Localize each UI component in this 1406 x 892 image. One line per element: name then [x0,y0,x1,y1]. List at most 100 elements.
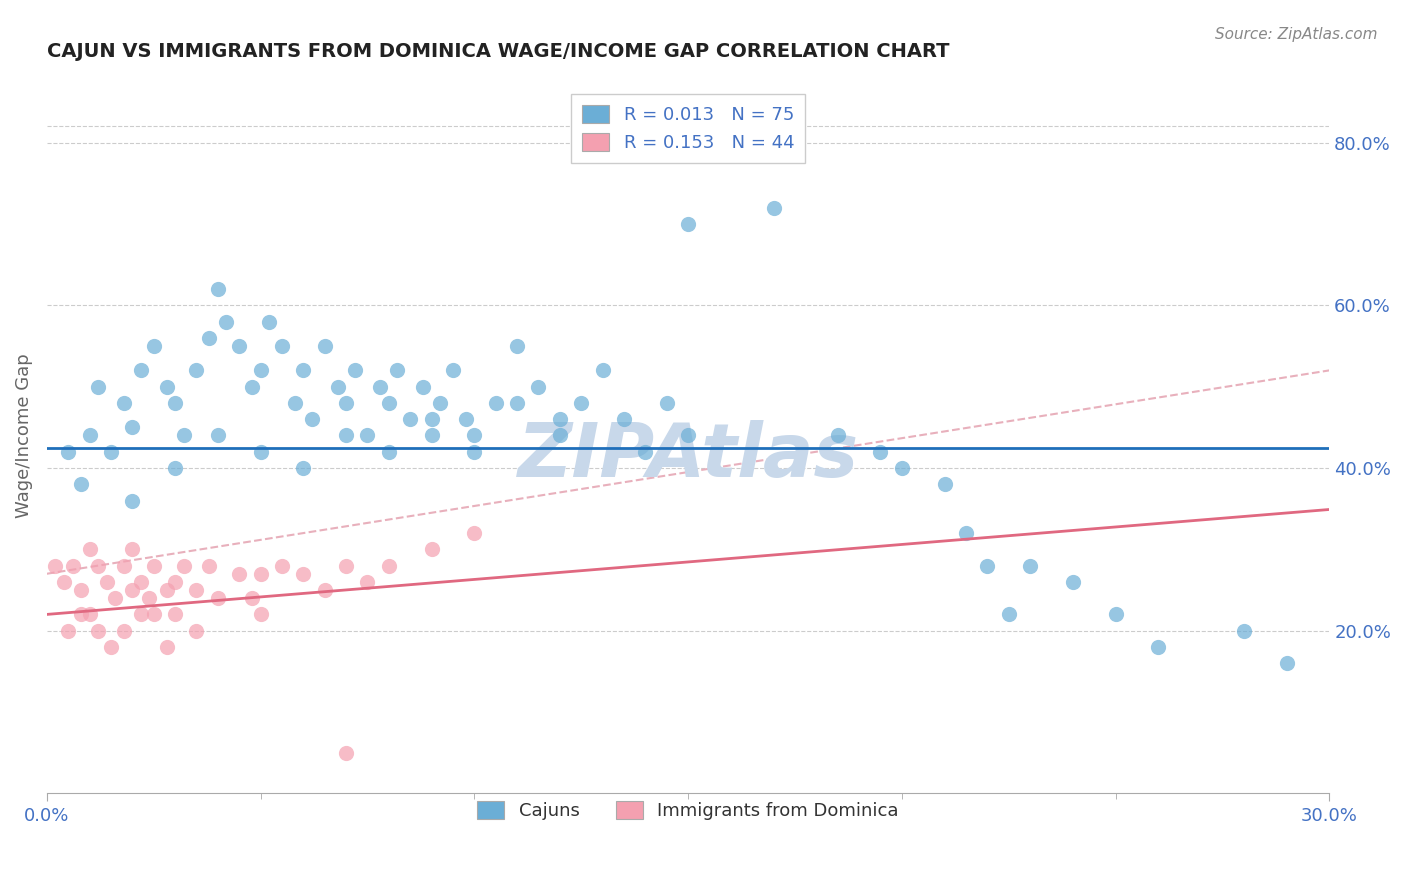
Point [292,363,315,377]
Point [548,412,571,426]
Point [997,607,1019,622]
Point [155,582,177,597]
Point [655,396,678,410]
Point [198,558,221,573]
Point [121,542,143,557]
Point [207,282,229,296]
Point [79,428,101,442]
Point [70,477,93,491]
Point [165,396,187,410]
Point [676,217,699,231]
Point [284,396,307,410]
Legend: Cajuns, Immigrants from Dominica: Cajuns, Immigrants from Dominica [463,786,914,834]
Point [314,582,336,597]
Point [207,591,229,606]
Point [569,396,592,410]
Point [314,339,336,353]
Point [79,607,101,622]
Point [301,412,323,426]
Point [58,624,80,638]
Text: ZIPAtlas: ZIPAtlas [517,420,859,493]
Point [827,428,849,442]
Point [58,444,80,458]
Point [257,315,280,329]
Point [121,493,143,508]
Point [1233,624,1256,638]
Point [326,379,349,393]
Point [207,428,229,442]
Point [869,444,891,458]
Point [335,558,357,573]
Point [186,582,208,597]
Point [335,746,357,760]
Point [155,640,177,654]
Point [138,591,160,606]
Point [240,379,263,393]
Point [634,444,657,458]
Point [165,607,187,622]
Point [463,444,485,458]
Point [228,566,250,581]
Text: Source: ZipAtlas.com: Source: ZipAtlas.com [1215,27,1378,42]
Point [420,428,443,442]
Point [271,339,294,353]
Point [292,566,315,581]
Point [548,428,571,442]
Point [420,412,443,426]
Point [1062,574,1084,589]
Point [676,428,699,442]
Point [104,591,127,606]
Point [1104,607,1126,622]
Point [454,412,477,426]
Y-axis label: Wage/Income Gap: Wage/Income Gap [15,353,32,518]
Point [506,396,529,410]
Point [463,526,485,541]
Point [378,558,401,573]
Point [240,591,263,606]
Point [215,315,238,329]
Point [129,607,152,622]
Point [1019,558,1042,573]
Point [249,363,271,377]
Point [173,428,195,442]
Point [100,444,122,458]
Point [890,461,912,475]
Point [335,396,357,410]
Point [485,396,508,410]
Point [420,542,443,557]
Point [399,412,422,426]
Point [292,461,315,475]
Point [592,363,614,377]
Point [228,339,250,353]
Point [441,363,464,377]
Point [121,420,143,434]
Point [142,339,165,353]
Point [955,526,977,541]
Point [249,444,271,458]
Point [129,363,152,377]
Point [249,566,271,581]
Point [378,396,401,410]
Point [53,574,76,589]
Point [70,582,93,597]
Point [356,574,378,589]
Point [249,607,271,622]
Point [1147,640,1170,654]
Point [112,624,135,638]
Point [129,574,152,589]
Point [356,428,378,442]
Point [412,379,434,393]
Point [1275,657,1298,671]
Text: CAJUN VS IMMIGRANTS FROM DOMINICA WAGE/INCOME GAP CORRELATION CHART: CAJUN VS IMMIGRANTS FROM DOMINICA WAGE/I… [46,42,949,61]
Point [335,428,357,442]
Point [186,363,208,377]
Point [112,396,135,410]
Point [762,201,785,215]
Point [44,558,66,573]
Point [87,558,110,573]
Point [173,558,195,573]
Point [142,558,165,573]
Point [527,379,550,393]
Point [378,444,401,458]
Point [87,379,110,393]
